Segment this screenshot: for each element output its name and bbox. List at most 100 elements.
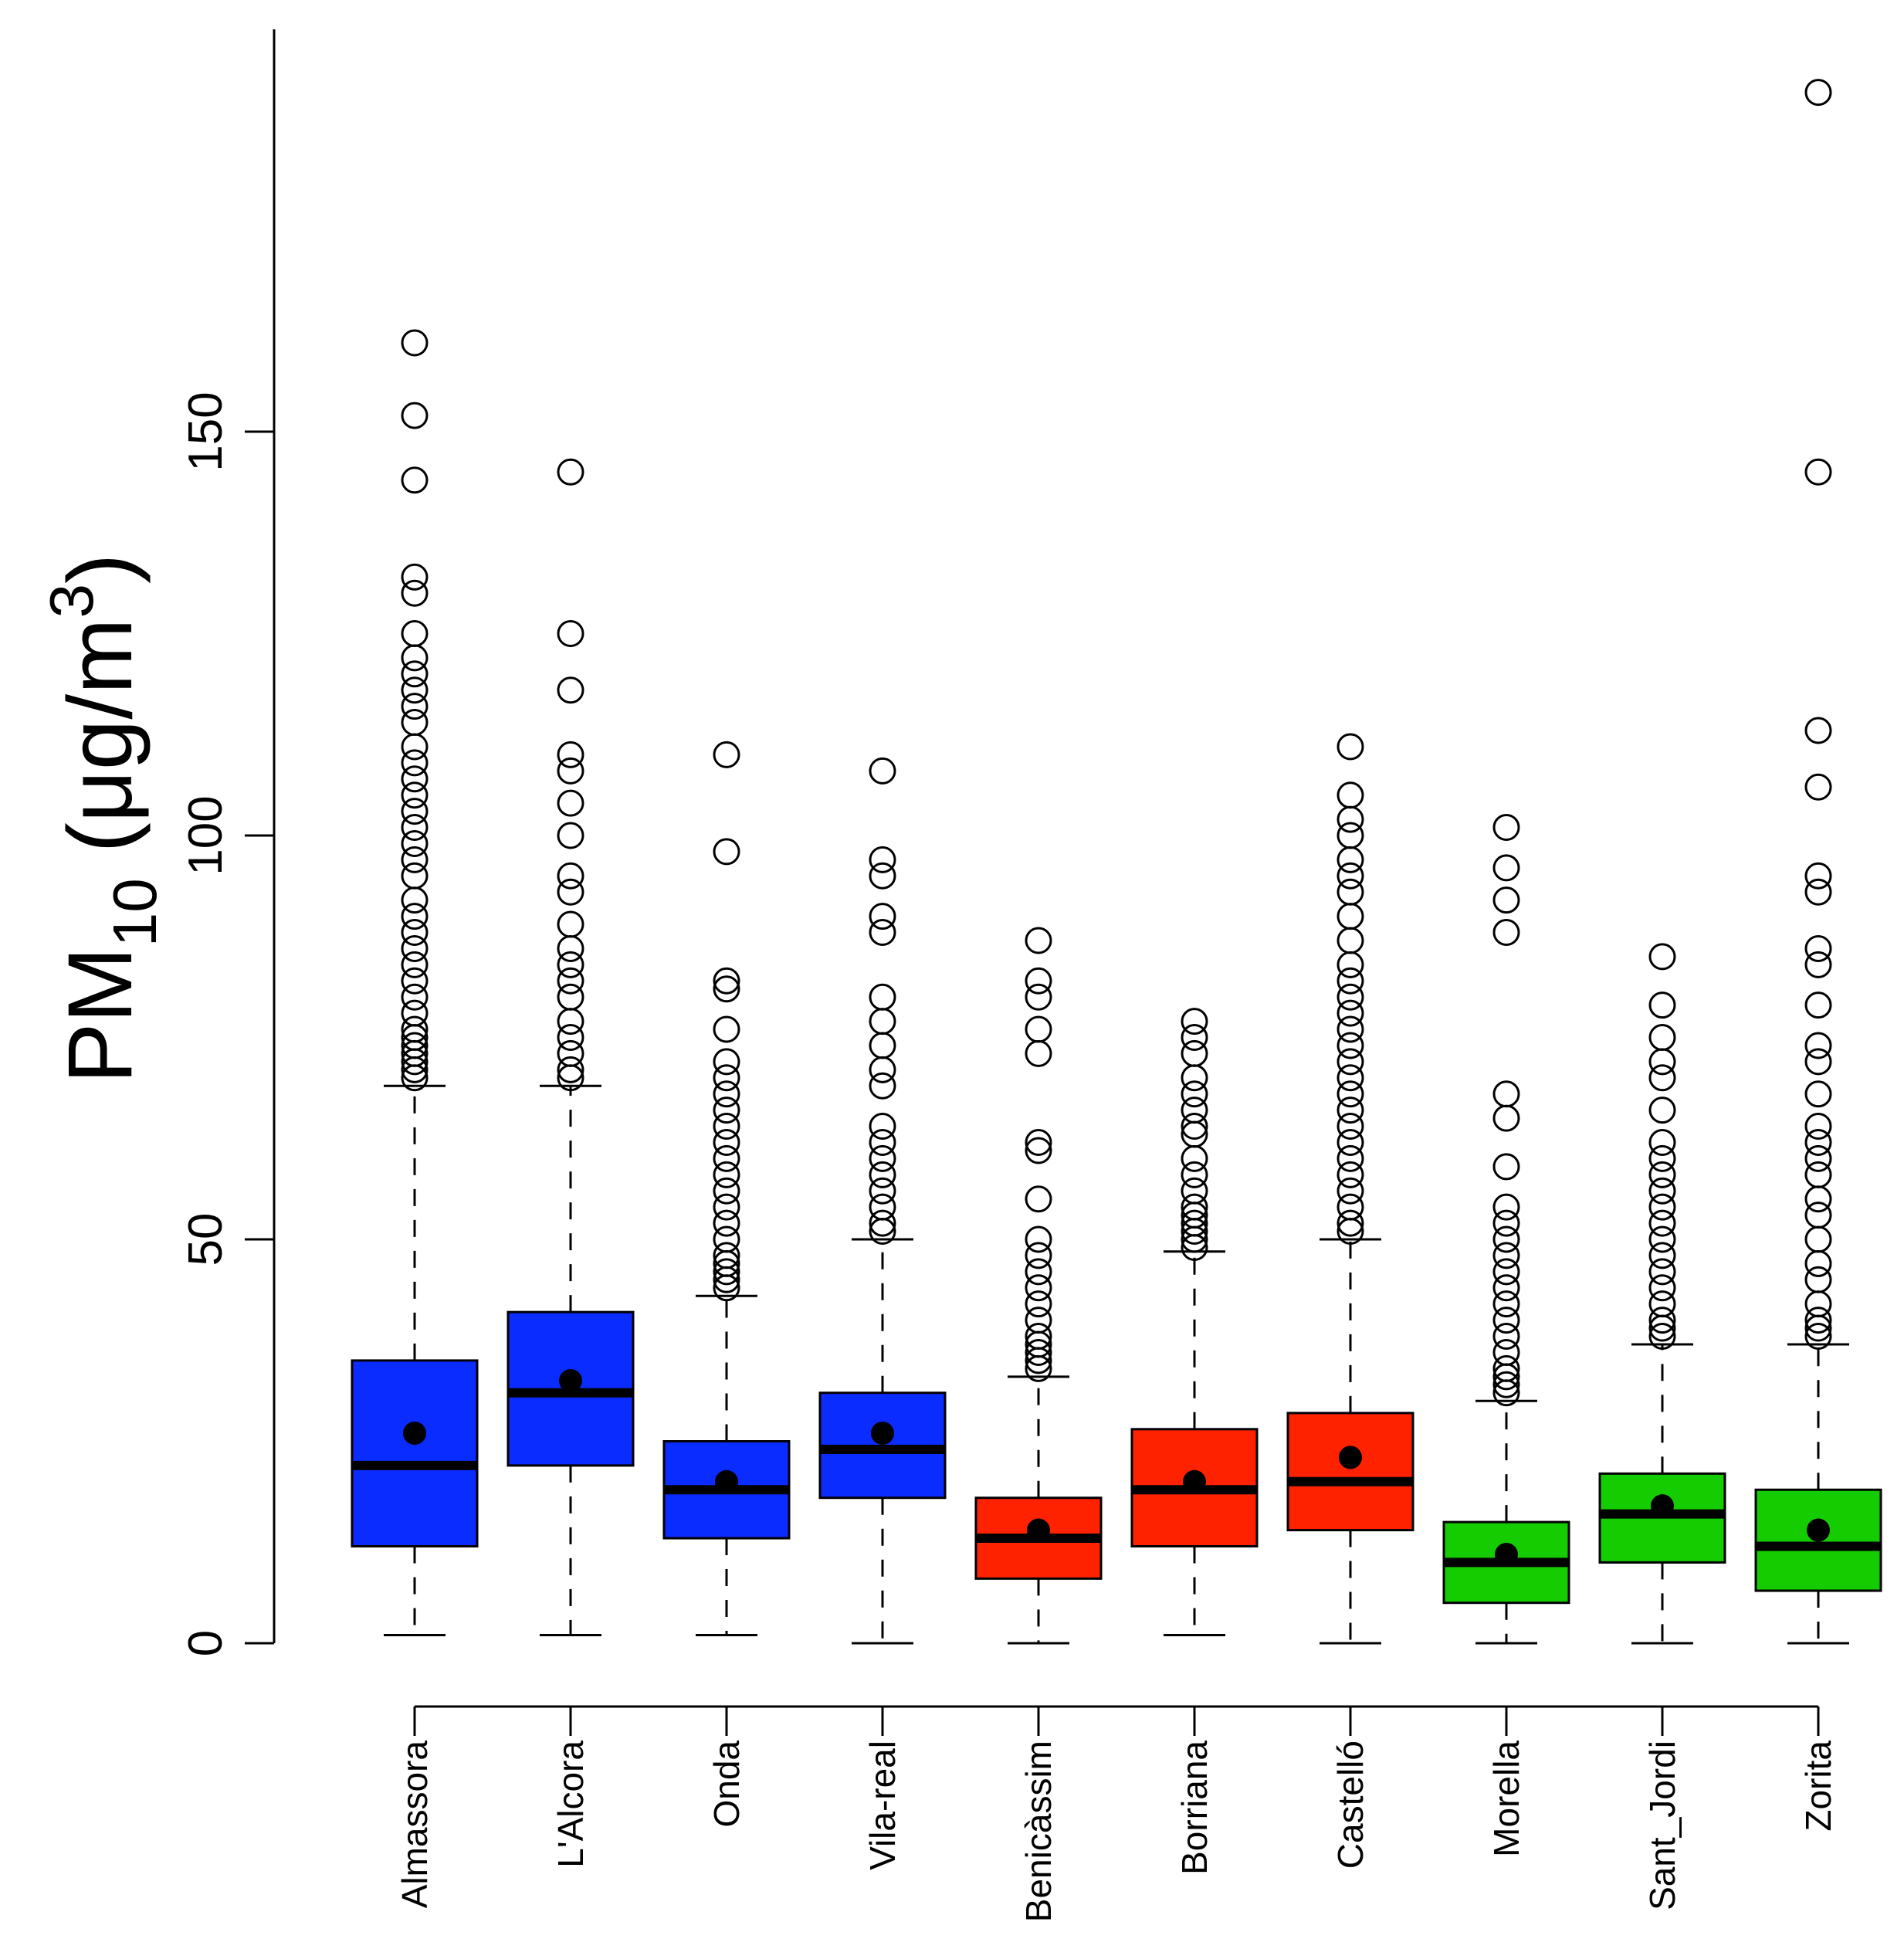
outlier-point	[1337, 805, 1364, 833]
outlier-point	[1492, 1258, 1520, 1286]
y-axis-label-superscript: 3	[37, 584, 106, 619]
outlier-point	[1337, 1080, 1364, 1108]
outlier-point	[1648, 943, 1676, 971]
outlier-point	[1804, 717, 1832, 744]
y-tick-label-50: 50	[179, 1213, 232, 1266]
x-tick-label-l-alcora: L'Alcora	[551, 1741, 591, 1868]
outlier-point	[401, 579, 429, 607]
outlier-point	[713, 975, 740, 1003]
outlier-point	[1804, 862, 1832, 890]
mean-point	[1027, 1518, 1050, 1542]
outlier-point	[713, 1113, 740, 1141]
outlier-point	[557, 676, 584, 704]
box-iqr	[351, 1359, 479, 1547]
box-group-benic-ssim	[974, 927, 1103, 1645]
outlier-point	[1804, 1080, 1832, 1108]
box-group-borriana	[1130, 1008, 1259, 1637]
x-axis: Almassora L'Alcora Onda Vila-real Benicàssim…	[395, 1705, 1838, 1922]
outlier-point	[869, 1008, 896, 1036]
outlier-point	[557, 1056, 584, 1083]
outlier-point	[1181, 1113, 1208, 1141]
mean-point	[1183, 1469, 1206, 1493]
outlier-point	[1804, 1323, 1832, 1351]
x-tick-label-borriana: Borriana	[1174, 1741, 1215, 1875]
outlier-point	[869, 1209, 896, 1237]
mean-point	[403, 1422, 426, 1446]
outlier-point	[1492, 886, 1520, 914]
outlier-point	[713, 1144, 740, 1172]
outlier-point	[1025, 1307, 1052, 1334]
outlier-point	[1804, 1048, 1832, 1076]
outlier-point	[401, 402, 429, 429]
outlier-point	[869, 1161, 896, 1188]
outlier-point	[1804, 1225, 1832, 1253]
outlier-point	[401, 862, 429, 890]
x-tick-label-sant-jordi: Sant_Jordi	[1642, 1741, 1682, 1910]
outlier-point	[1648, 1193, 1676, 1221]
outlier-point	[713, 1080, 740, 1108]
outlier-point	[1492, 1080, 1520, 1108]
x-tick-label-castell-: Castelló	[1330, 1741, 1370, 1869]
outlier-point	[869, 1032, 896, 1059]
outlier-point	[401, 466, 429, 494]
outlier-point	[401, 903, 429, 930]
mean-point	[1339, 1446, 1362, 1469]
outlier-point	[1337, 903, 1364, 930]
outlier-point	[1025, 1242, 1052, 1269]
x-tick-label-onda: Onda	[706, 1741, 747, 1828]
outlier-point	[713, 1128, 740, 1156]
outlier-point	[1337, 1161, 1364, 1188]
outlier-point	[1648, 1144, 1676, 1172]
outlier-point	[1492, 1153, 1520, 1181]
outlier-point	[1492, 1290, 1520, 1318]
outlier-point	[1337, 1209, 1364, 1237]
outlier-point	[557, 741, 584, 768]
outlier-point	[1025, 1015, 1052, 1043]
outlier-point	[1648, 1048, 1676, 1076]
outlier-point	[557, 1008, 584, 1036]
outlier-point	[713, 1258, 740, 1286]
outlier-point	[1025, 1185, 1052, 1213]
outlier-point	[401, 798, 429, 825]
outlier-point	[1648, 1290, 1676, 1318]
outlier-point	[713, 1048, 740, 1076]
outlier-point	[1492, 854, 1520, 882]
outlier-point	[1025, 983, 1052, 1011]
outlier-point	[869, 1144, 896, 1172]
box-group-almassora	[351, 329, 479, 1637]
outlier-point	[1648, 1258, 1676, 1286]
outlier-point	[1648, 1128, 1676, 1156]
outlier-point	[1181, 1209, 1208, 1237]
outlier-point	[713, 1193, 740, 1221]
outlier-point	[1804, 1290, 1832, 1318]
outlier-point	[1181, 1177, 1208, 1205]
outlier-point	[557, 789, 584, 817]
outlier-point	[1025, 927, 1052, 954]
outlier-point	[1337, 1097, 1364, 1124]
box-group-castell-	[1286, 733, 1414, 1645]
outlier-point	[1337, 1064, 1364, 1092]
y-tick-label-150: 150	[179, 391, 232, 471]
outlier-point	[1492, 1104, 1520, 1132]
outlier-point	[1337, 1113, 1364, 1141]
box-group-vila-real	[818, 757, 947, 1645]
y-tick-label-100: 100	[179, 795, 232, 875]
outlier-point	[1492, 919, 1520, 947]
outlier-point	[1804, 1032, 1832, 1059]
outlier-point	[1181, 1024, 1208, 1051]
box-group-l-alcora	[506, 458, 635, 1637]
outlier-point	[401, 709, 429, 737]
outlier-point	[713, 1242, 740, 1269]
outlier-point	[869, 1193, 896, 1221]
outlier-point	[1492, 1323, 1520, 1351]
y-axis-label-main: PM	[49, 947, 151, 1083]
outlier-point	[1648, 1274, 1676, 1302]
outlier-point	[1337, 1193, 1364, 1221]
outlier-point	[1648, 1177, 1676, 1205]
outlier-point	[1337, 1128, 1364, 1156]
outlier-point	[401, 967, 429, 995]
y-axis-label: PM10 (μg/m3)	[37, 554, 169, 1084]
outlier-point	[1804, 991, 1832, 1019]
outlier-point	[401, 951, 429, 978]
outlier-point	[401, 620, 429, 647]
